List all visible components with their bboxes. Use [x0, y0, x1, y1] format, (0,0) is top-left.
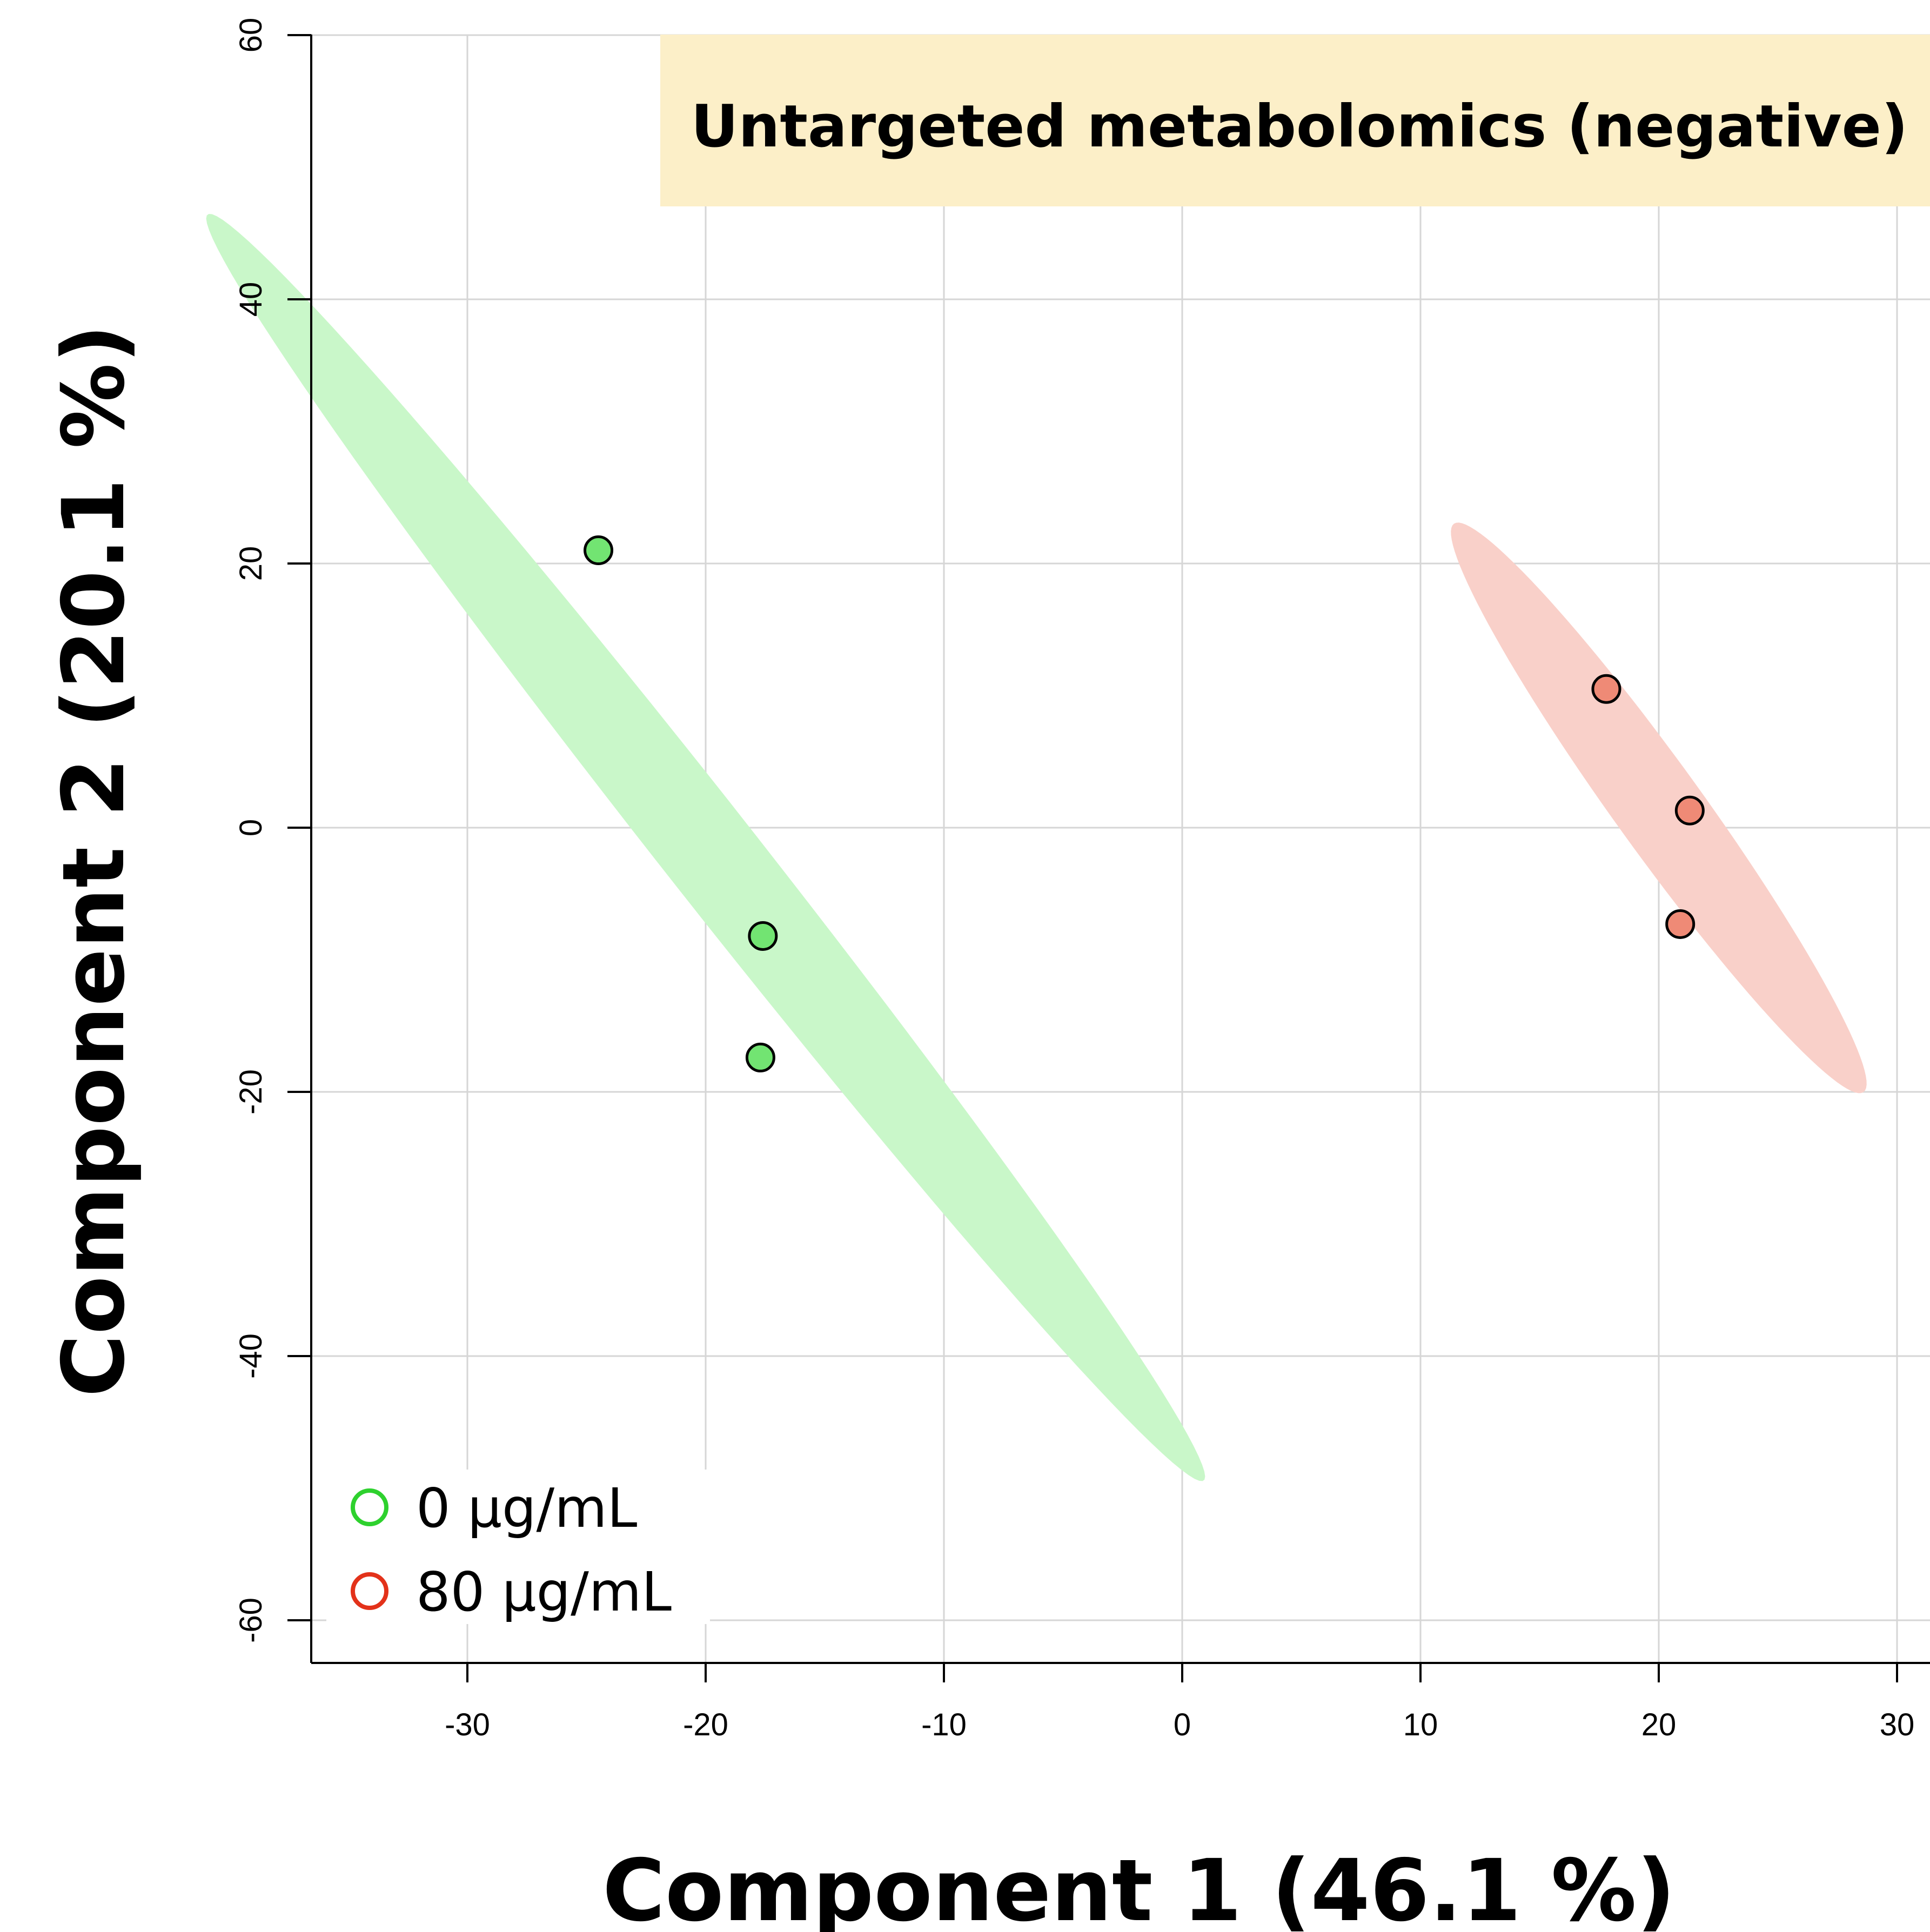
- legend-marker: [351, 1488, 388, 1526]
- data-point: [584, 535, 614, 566]
- x-tick-label: 0: [1174, 1707, 1191, 1742]
- x-tick-label: -10: [921, 1707, 967, 1742]
- x-axis-title: Component 1 (46.1 %): [602, 1841, 1676, 1932]
- confidence-ellipses: [206, 214, 1867, 1481]
- y-tick-label: 0: [233, 819, 269, 836]
- data-point: [748, 921, 778, 951]
- y-tick-label: 60: [233, 18, 269, 53]
- y-tick-label: -40: [233, 1333, 269, 1379]
- title-box: Untargeted metabolomics (negative): [660, 35, 1930, 206]
- title-background: [660, 35, 1930, 206]
- x-tick-label: -20: [683, 1707, 728, 1742]
- y-tick-label: 40: [233, 282, 269, 317]
- axes: [310, 35, 1930, 1664]
- legend-label: 0 μg/mL: [416, 1477, 638, 1540]
- data-point: [1674, 795, 1705, 826]
- y-ticks: -60 -40 -20 0 20 40 60: [233, 18, 311, 1643]
- legend: 0 μg/mL 80 μg/mL: [326, 1470, 710, 1624]
- y-tick-label: -60: [233, 1598, 269, 1643]
- data-point: [1665, 909, 1696, 939]
- data-point: [1591, 674, 1621, 704]
- x-tick-label: -30: [445, 1707, 490, 1742]
- chart-title: Untargeted metabolomics (negative): [691, 93, 1908, 160]
- x-ticks: -30 -20 -10 0 10 20 30: [445, 1663, 1914, 1742]
- x-tick-label: 20: [1641, 1707, 1677, 1742]
- data-point: [745, 1042, 775, 1072]
- legend-label: 80 μg/mL: [416, 1560, 672, 1624]
- confidence-ellipse-1: [1451, 522, 1867, 1094]
- confidence-ellipse-0: [206, 214, 1205, 1481]
- y-tick-label: 20: [233, 546, 269, 581]
- legend-background: [326, 1470, 710, 1624]
- y-tick-label: -20: [233, 1069, 269, 1115]
- x-tick-label: 30: [1880, 1707, 1915, 1742]
- legend-marker: [351, 1572, 388, 1610]
- x-tick-label: 10: [1403, 1707, 1438, 1742]
- y-axis-title: Component 2 (20.1 %): [44, 324, 144, 1397]
- data-points: [584, 535, 1705, 1072]
